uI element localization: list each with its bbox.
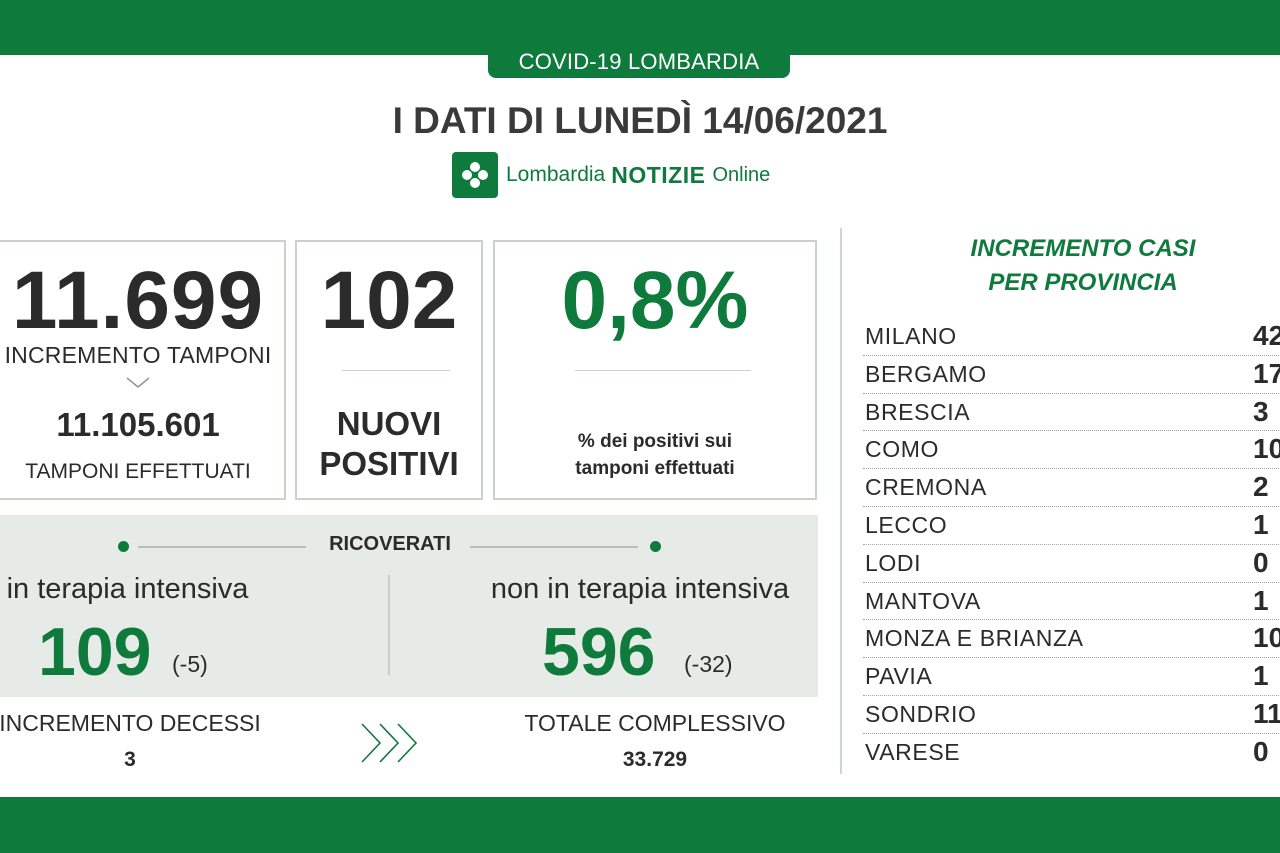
page-title: I DATI DI LUNEDÌ 14/06/2021 xyxy=(392,100,888,141)
chevrons-right-icon xyxy=(358,718,428,773)
province-name: BERGAMO xyxy=(865,360,987,387)
province-name: COMO xyxy=(865,436,939,463)
vertical-divider xyxy=(840,228,842,774)
province-row: VARESE 0 xyxy=(863,734,1280,772)
province-name: LECCO xyxy=(865,511,948,538)
province-row: MANTOVA 1 xyxy=(863,583,1280,621)
clover-icon xyxy=(452,152,498,198)
tamponi-total-value: 11.105.601 xyxy=(56,406,220,443)
province-row: SONDRIO 11 xyxy=(863,696,1280,734)
positivi-value: 102 xyxy=(320,255,458,346)
province-name: PAVIA xyxy=(865,663,933,690)
decessi-total: TOTALE COMPLESSIVO 33.729 xyxy=(500,710,810,772)
province-row: BERGAMO 17 xyxy=(863,356,1280,394)
province-title: INCREMENTO CASI PER PROVINCIA xyxy=(908,232,1258,300)
tamponi-total-label: TAMPONI EFFETTUATI xyxy=(25,460,251,483)
non-icu-label: non in terapia intensiva xyxy=(490,573,790,605)
chevron-down-icon xyxy=(0,374,284,395)
dot-icon xyxy=(118,541,129,552)
top-band xyxy=(0,0,1280,55)
rate-card: 0,8% % dei positivi sui tamponi effettua… xyxy=(493,240,817,500)
positivi-label-line1: NUOVI xyxy=(336,405,442,442)
province-list: MILANO 42 BERGAMO 17 BRESCIA 3 COMO 10 CREMONA 2 L… xyxy=(863,318,1280,772)
province-value: 0 xyxy=(1253,735,1269,767)
province-row: CREMONA 2 xyxy=(863,469,1280,507)
divider xyxy=(575,370,751,371)
bottom-band xyxy=(0,797,1280,853)
province-name: MILANO xyxy=(865,323,957,349)
positivi-card: 102 NUOVI POSITIVI xyxy=(295,240,483,500)
province-value: 10 xyxy=(1253,433,1280,465)
province-value: 1 xyxy=(1253,660,1269,692)
province-value: 3 xyxy=(1253,395,1269,427)
brand-text-online: Online xyxy=(712,163,771,186)
province-value: 11 xyxy=(1253,697,1280,729)
ricoverati-panel: RICOVERATI in terapia intensiva 109 (-5)… xyxy=(0,515,818,697)
province-row: PAVIA 1 xyxy=(863,658,1280,696)
decessi-total-label: TOTALE COMPLESSIVO xyxy=(524,710,786,736)
ricoverati-title: RICOVERATI xyxy=(329,533,451,555)
province-value: 1 xyxy=(1253,584,1269,616)
province-name: CREMONA xyxy=(865,474,987,501)
province-name: MONZA E BRIANZA xyxy=(865,625,1084,652)
tamponi-increment-label: INCREMENTO TAMPONI xyxy=(4,342,272,368)
rate-label-line2: tamponi effettuati xyxy=(575,458,735,479)
vertical-divider xyxy=(388,575,390,675)
province-name: VARESE xyxy=(865,738,961,765)
province-value: 0 xyxy=(1253,546,1269,578)
brand-logo: Lombardia NOTIZIE Online xyxy=(452,152,770,198)
province-title-line2: PER PROVINCIA xyxy=(988,269,1178,296)
decessi-total-value: 33.729 xyxy=(622,748,688,771)
province-name: LODI xyxy=(865,549,922,576)
province-row: LODI 0 xyxy=(863,545,1280,583)
province-value: 1 xyxy=(1253,508,1269,540)
non-icu-value: 596 xyxy=(542,614,656,690)
positivity-rate-value: 0,8% xyxy=(561,255,749,346)
positivi-label-line2: POSITIVI xyxy=(319,445,459,482)
province-title-line1: INCREMENTO CASI xyxy=(970,235,1196,262)
decessi-increment: INCREMENTO DECESSI 3 xyxy=(0,710,270,772)
divider xyxy=(138,546,306,548)
positivity-rate-label: % dei positivi sui tamponi effettuati xyxy=(495,428,815,482)
rate-label-line1: % dei positivi sui xyxy=(577,431,733,452)
province-row: MONZA E BRIANZA 10 xyxy=(863,620,1280,659)
tamponi-card: 11.699 INCREMENTO TAMPONI 11.105.601 TAM… xyxy=(0,240,286,500)
icu-value: 109 xyxy=(38,614,152,690)
province-row: BRESCIA 3 xyxy=(863,394,1280,432)
decessi-increment-label: INCREMENTO DECESSI xyxy=(0,710,261,736)
decessi-increment-value: 3 xyxy=(124,748,136,771)
brand-text-lombardia: Lombardia xyxy=(506,163,606,186)
dot-icon xyxy=(650,541,661,552)
province-name: SONDRIO xyxy=(865,700,977,727)
province-value: 2 xyxy=(1253,471,1269,503)
divider xyxy=(342,370,450,371)
province-name: MANTOVA xyxy=(865,587,981,614)
non-icu-delta: (-32) xyxy=(684,651,733,677)
province-value: 17 xyxy=(1253,357,1280,389)
province-row: MILANO 42 xyxy=(863,318,1280,356)
brand-text-notizie: NOTIZIE xyxy=(611,161,706,188)
positivi-label: NUOVI POSITIVI xyxy=(297,404,481,484)
province-value: 42 xyxy=(1253,320,1280,351)
region-tag: COVID-19 LOMBARDIA xyxy=(488,50,790,78)
icu-delta: (-5) xyxy=(172,651,208,677)
divider xyxy=(470,546,638,548)
province-name: BRESCIA xyxy=(865,398,971,425)
tamponi-increment-value: 11.699 xyxy=(11,255,265,346)
province-row: COMO 10 xyxy=(863,431,1280,470)
icu-label: in terapia intensiva xyxy=(6,573,249,605)
province-value: 10 xyxy=(1253,622,1280,654)
province-row: LECCO 1 xyxy=(863,507,1280,545)
